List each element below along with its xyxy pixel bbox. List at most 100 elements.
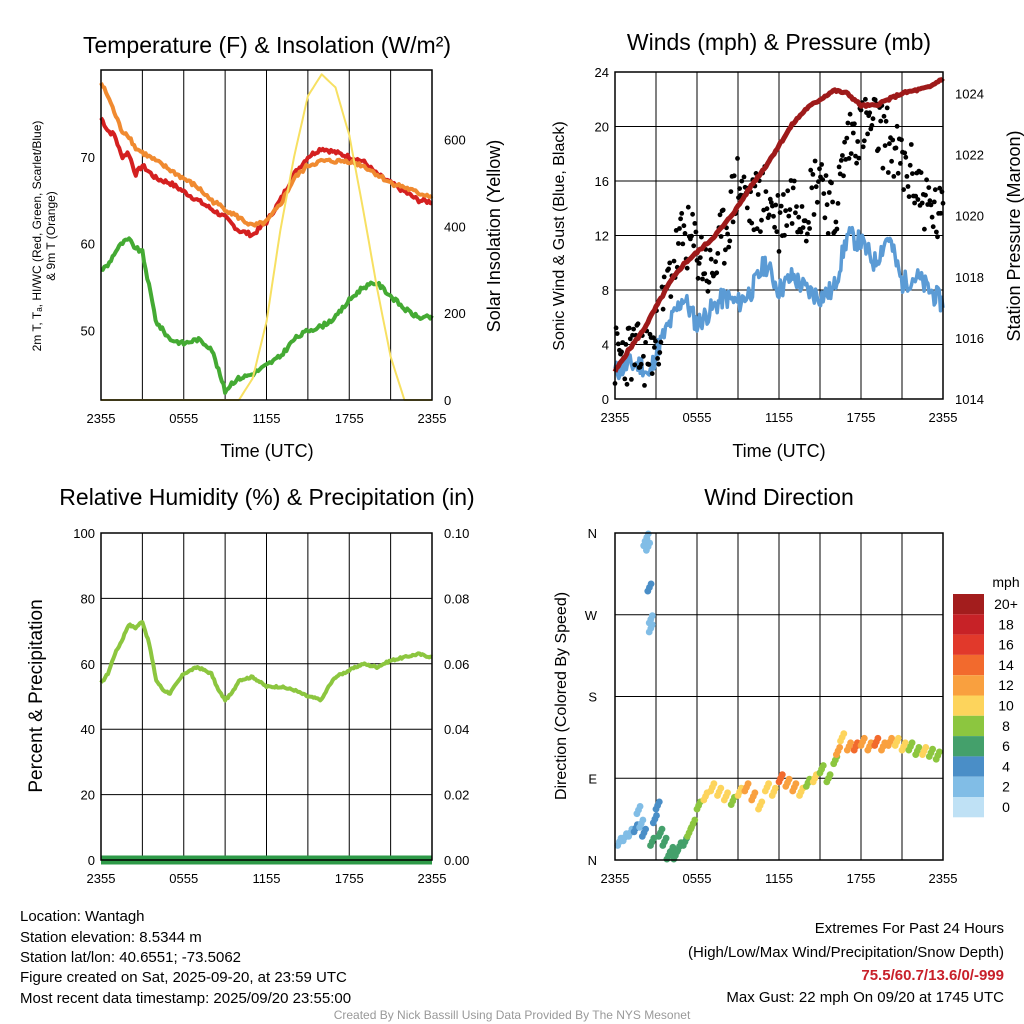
gust-point (655, 356, 660, 361)
x-tick-label: 0555 (169, 411, 198, 426)
y-tick-label: 16 (595, 174, 609, 189)
y-tick-label: 24 (595, 65, 609, 80)
winds-series (612, 76, 946, 388)
direction-ylabel: Direction (Colored By Speed) (553, 592, 570, 800)
legend-swatch (953, 715, 984, 737)
gust-point (730, 219, 736, 225)
gust-point (772, 224, 777, 230)
y-tick-label: 0 (602, 392, 609, 407)
gust-point (926, 185, 932, 191)
direction-point (908, 739, 916, 747)
gust-point (690, 211, 695, 217)
x-tick-label: 2355 (418, 871, 447, 886)
gust-point (768, 200, 774, 205)
gust-point (728, 189, 734, 195)
gust-point (622, 376, 628, 382)
gust-point (854, 160, 859, 166)
y2-tick-label: 1014 (955, 392, 984, 407)
gust-point (627, 336, 633, 342)
gust-point (838, 158, 844, 163)
gust-point (725, 231, 730, 237)
y-tick-label: E (588, 771, 597, 786)
gust-point (707, 247, 713, 253)
footer: Location: Wantagh Station elevation: 8.5… (20, 908, 1004, 1022)
gust-point (842, 139, 847, 145)
gust-point (666, 266, 671, 272)
y2-tick-label: 1022 (955, 148, 984, 163)
gust-point (829, 180, 834, 186)
legend-label: 4 (1002, 758, 1010, 774)
legend-swatch (953, 776, 984, 797)
gust-point (715, 251, 721, 256)
gust-point (912, 200, 917, 206)
gust-point (658, 339, 664, 345)
gust-point (883, 118, 889, 124)
y2-tick-label: 0.04 (444, 722, 469, 737)
gust-point (677, 226, 682, 231)
x-tick-label: 2355 (601, 871, 630, 886)
gust-point (800, 225, 806, 231)
gust-point (615, 341, 621, 347)
gust-point (680, 241, 686, 247)
gust-point (758, 229, 763, 235)
gust-point (907, 162, 913, 168)
gust-point (796, 214, 802, 220)
y-tick-label: N (588, 853, 597, 868)
x-tick-label: 0555 (683, 871, 712, 886)
gust-point (685, 204, 691, 210)
credit-line: Created By Nick Bassill Using Data Provi… (334, 1008, 691, 1022)
y-tick-label: 60 (81, 657, 95, 672)
gust-point (934, 229, 939, 235)
legend-swatch (953, 594, 984, 615)
gust-point (814, 199, 820, 205)
gust-point (848, 151, 854, 157)
gust-point (632, 362, 638, 368)
temperature-gridlines (141, 70, 392, 400)
gust-point (791, 178, 797, 184)
gust-point (846, 156, 852, 161)
gust-point (737, 186, 742, 192)
gust-point (845, 120, 851, 126)
legend-label: 6 (1002, 738, 1010, 754)
gust-point (693, 229, 699, 235)
direction-point (655, 798, 663, 806)
y-tick-label: 100 (73, 526, 95, 541)
gust-point (931, 199, 937, 205)
direction-panel: Wind Direction 2355 0555 1155 1755 2355 N E S W N… (553, 484, 1020, 886)
legend-label: 16 (998, 637, 1014, 653)
direction-point (644, 530, 652, 538)
gust-point (811, 212, 817, 217)
direction-point (636, 803, 644, 810)
gust-point (938, 210, 944, 216)
x-tick-label: 2355 (418, 411, 447, 426)
x-tick-label: 0555 (683, 410, 712, 425)
x-tick-label: 2355 (929, 410, 958, 425)
gust-point (906, 194, 912, 200)
gust-point (882, 143, 888, 149)
direction-point (915, 744, 923, 751)
gust-point (781, 192, 786, 197)
gust-point (766, 212, 772, 218)
direction-point (649, 621, 656, 629)
gust-point (852, 121, 857, 127)
gust-point (902, 150, 908, 156)
gust-point (649, 371, 655, 376)
gust-point (805, 231, 810, 237)
humidity-ylabel: Percent & Precipitation (26, 599, 47, 792)
gust-point (785, 188, 791, 194)
gust-point (741, 174, 747, 180)
gust-point (773, 202, 779, 208)
temperature-ylabel-line1: 2m T, Tₐ, HI/WC (Red, Green, Scarlet/Blu… (30, 121, 44, 352)
gust-point (821, 191, 827, 197)
direction-point (826, 771, 834, 778)
footer-recent: Most recent data timestamp: 2025/09/20 2… (20, 990, 351, 1007)
extremes-subtitle: (High/Low/Max Wind/Precipitation/Snow De… (688, 944, 1004, 961)
gust-point (810, 172, 816, 177)
gust-point (696, 261, 702, 266)
direction-point (860, 734, 868, 742)
gust-point (894, 123, 900, 129)
gust-point (667, 260, 673, 266)
gust-point (881, 113, 887, 119)
gust-point (731, 173, 737, 179)
gust-point (840, 153, 845, 158)
